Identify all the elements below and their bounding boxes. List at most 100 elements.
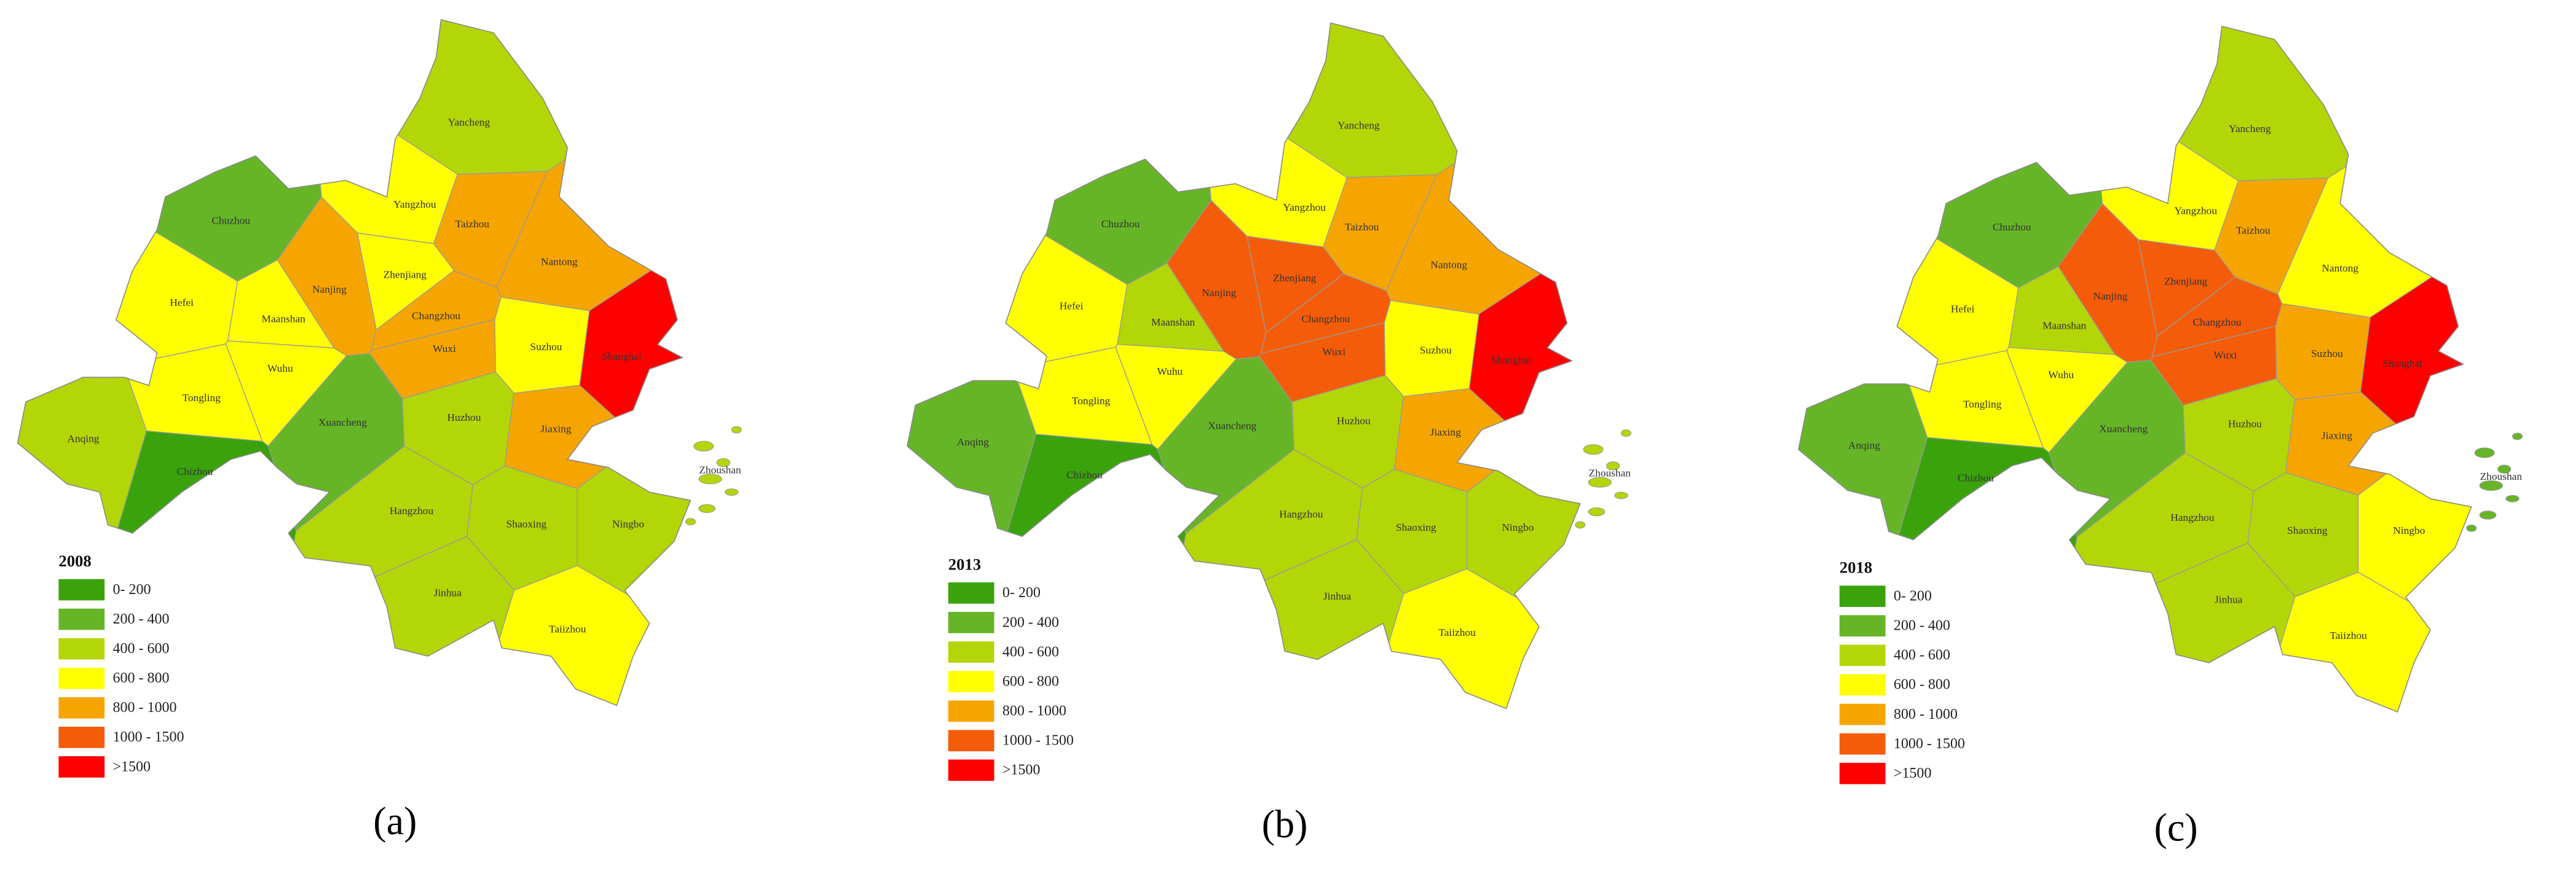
- legend-title: 2018: [1840, 558, 1872, 577]
- city-label: Maanshan: [262, 313, 306, 325]
- legend-swatch: [948, 671, 995, 692]
- city-label: Wuxi: [2213, 349, 2237, 361]
- legend-label: 0- 200: [1894, 589, 1932, 604]
- legend-label: 200 - 400: [1002, 614, 1059, 630]
- legend-swatch: [58, 697, 105, 719]
- city-label: Shaoxing: [1396, 522, 1436, 533]
- city-label: Zhenjiang: [384, 269, 427, 281]
- island: [725, 488, 739, 496]
- legend-label: >1500: [1894, 765, 1932, 781]
- island: [1606, 461, 1620, 471]
- legend-label: 400 - 600: [1002, 644, 1059, 660]
- legend-swatch: [58, 726, 105, 748]
- island: [698, 504, 716, 514]
- city-label: Wuxi: [433, 343, 456, 354]
- legend-title: 2008: [58, 552, 91, 570]
- city-label: Xuancheng: [2099, 423, 2148, 435]
- city-label: Nantong: [2322, 262, 2358, 274]
- city-label: Nantong: [1430, 259, 1467, 271]
- city-label: Ningbo: [1502, 522, 1534, 533]
- city-label: Jinhua: [1323, 590, 1352, 602]
- city-label: Taizhou: [2236, 225, 2271, 237]
- island: [1575, 521, 1586, 529]
- city-label: Huzhou: [447, 412, 481, 423]
- island: [1583, 444, 1604, 455]
- city-label: Changzhou: [2192, 316, 2241, 328]
- city-label: Chuzhou: [211, 214, 250, 226]
- legend-swatch: [1839, 615, 1886, 637]
- city-label: Ningbo: [2393, 525, 2425, 536]
- city-label: Xuancheng: [1208, 420, 1256, 431]
- island: [731, 426, 742, 434]
- legend-title: 2013: [948, 555, 981, 573]
- legend-label: 200 - 400: [1894, 618, 1950, 634]
- city-label: Taiizhou: [549, 623, 586, 635]
- legend-swatch: [1839, 585, 1886, 608]
- legend-swatch: [58, 579, 105, 601]
- legend-label: 0- 200: [112, 582, 151, 598]
- city-label: Ningbo: [612, 518, 644, 530]
- outline: [907, 22, 1581, 710]
- city-label: Shanghai: [602, 351, 642, 362]
- city-label: Hefei: [1060, 300, 1084, 311]
- city-label: Shanghai: [1491, 354, 1531, 366]
- city-label: Hangzhou: [1279, 508, 1323, 520]
- city-label: Zhoushan: [2480, 471, 2523, 482]
- city-label: Suzhou: [530, 341, 562, 353]
- legend-label: >1500: [112, 759, 151, 775]
- city-label: Taiizhou: [2330, 630, 2367, 641]
- city-label: Zhoushan: [699, 464, 741, 475]
- city-label: Jiaxing: [540, 423, 571, 435]
- city-label: Changzhou: [1301, 313, 1350, 325]
- legend-swatch: [948, 582, 995, 604]
- legend-label: 200 - 400: [112, 611, 169, 627]
- legend-label: 800 - 1000: [112, 700, 176, 716]
- city-label: Yancheng: [448, 116, 490, 128]
- legend-swatch: [948, 612, 995, 633]
- city-label: Yangzhou: [393, 198, 436, 210]
- city-label: Changzhou: [412, 310, 460, 321]
- legend-label: 600 - 800: [112, 670, 169, 686]
- legend-label: 1000 - 1500: [1002, 733, 1074, 749]
- legend-swatch: [58, 756, 105, 778]
- city-label: Zhenjiang: [2164, 275, 2208, 287]
- city-label: Chizhou: [1958, 472, 1994, 484]
- island: [2466, 524, 2477, 532]
- island: [716, 458, 731, 467]
- city-label: Maanshan: [2042, 319, 2087, 331]
- legend-label: 1000 - 1500: [1894, 736, 1965, 752]
- city-label: Huzhou: [1337, 415, 1371, 426]
- city-label: Wuhu: [267, 362, 293, 374]
- city-label: Taizhou: [455, 218, 489, 230]
- city-label: Hefei: [1951, 303, 1975, 315]
- legend-label: 1000 - 1500: [112, 729, 184, 745]
- legend-label: >1500: [1002, 762, 1041, 778]
- caption: (a): [373, 799, 417, 843]
- island: [2474, 447, 2495, 458]
- city-label: Wuhu: [1157, 366, 1183, 377]
- legend-swatch: [58, 667, 105, 689]
- island: [698, 474, 722, 485]
- city-label: Xuancheng: [318, 416, 367, 428]
- city-label: Hefei: [170, 297, 194, 308]
- city-label: Maanshan: [1151, 316, 1195, 328]
- city-label: Nanjing: [1202, 287, 1236, 299]
- city-label: Yangzhou: [2174, 205, 2217, 216]
- city-label: Anqing: [67, 433, 99, 445]
- caption: (b): [1262, 802, 1308, 846]
- legend-swatch: [58, 638, 105, 660]
- city-label: Anqing: [1848, 439, 1880, 451]
- city-label: Chizhou: [1066, 469, 1103, 480]
- caption: (c): [2154, 806, 2198, 850]
- city-label: Yancheng: [1337, 120, 1380, 131]
- city-label: Jiaxing: [2322, 429, 2352, 441]
- city-label: Shaoxing: [2287, 525, 2328, 536]
- legend-swatch: [948, 759, 995, 781]
- city-label: Chuzhou: [1993, 221, 2031, 233]
- island: [693, 440, 714, 452]
- island: [1621, 429, 1632, 437]
- city-label: Wuxi: [1322, 346, 1345, 358]
- island: [1614, 491, 1628, 499]
